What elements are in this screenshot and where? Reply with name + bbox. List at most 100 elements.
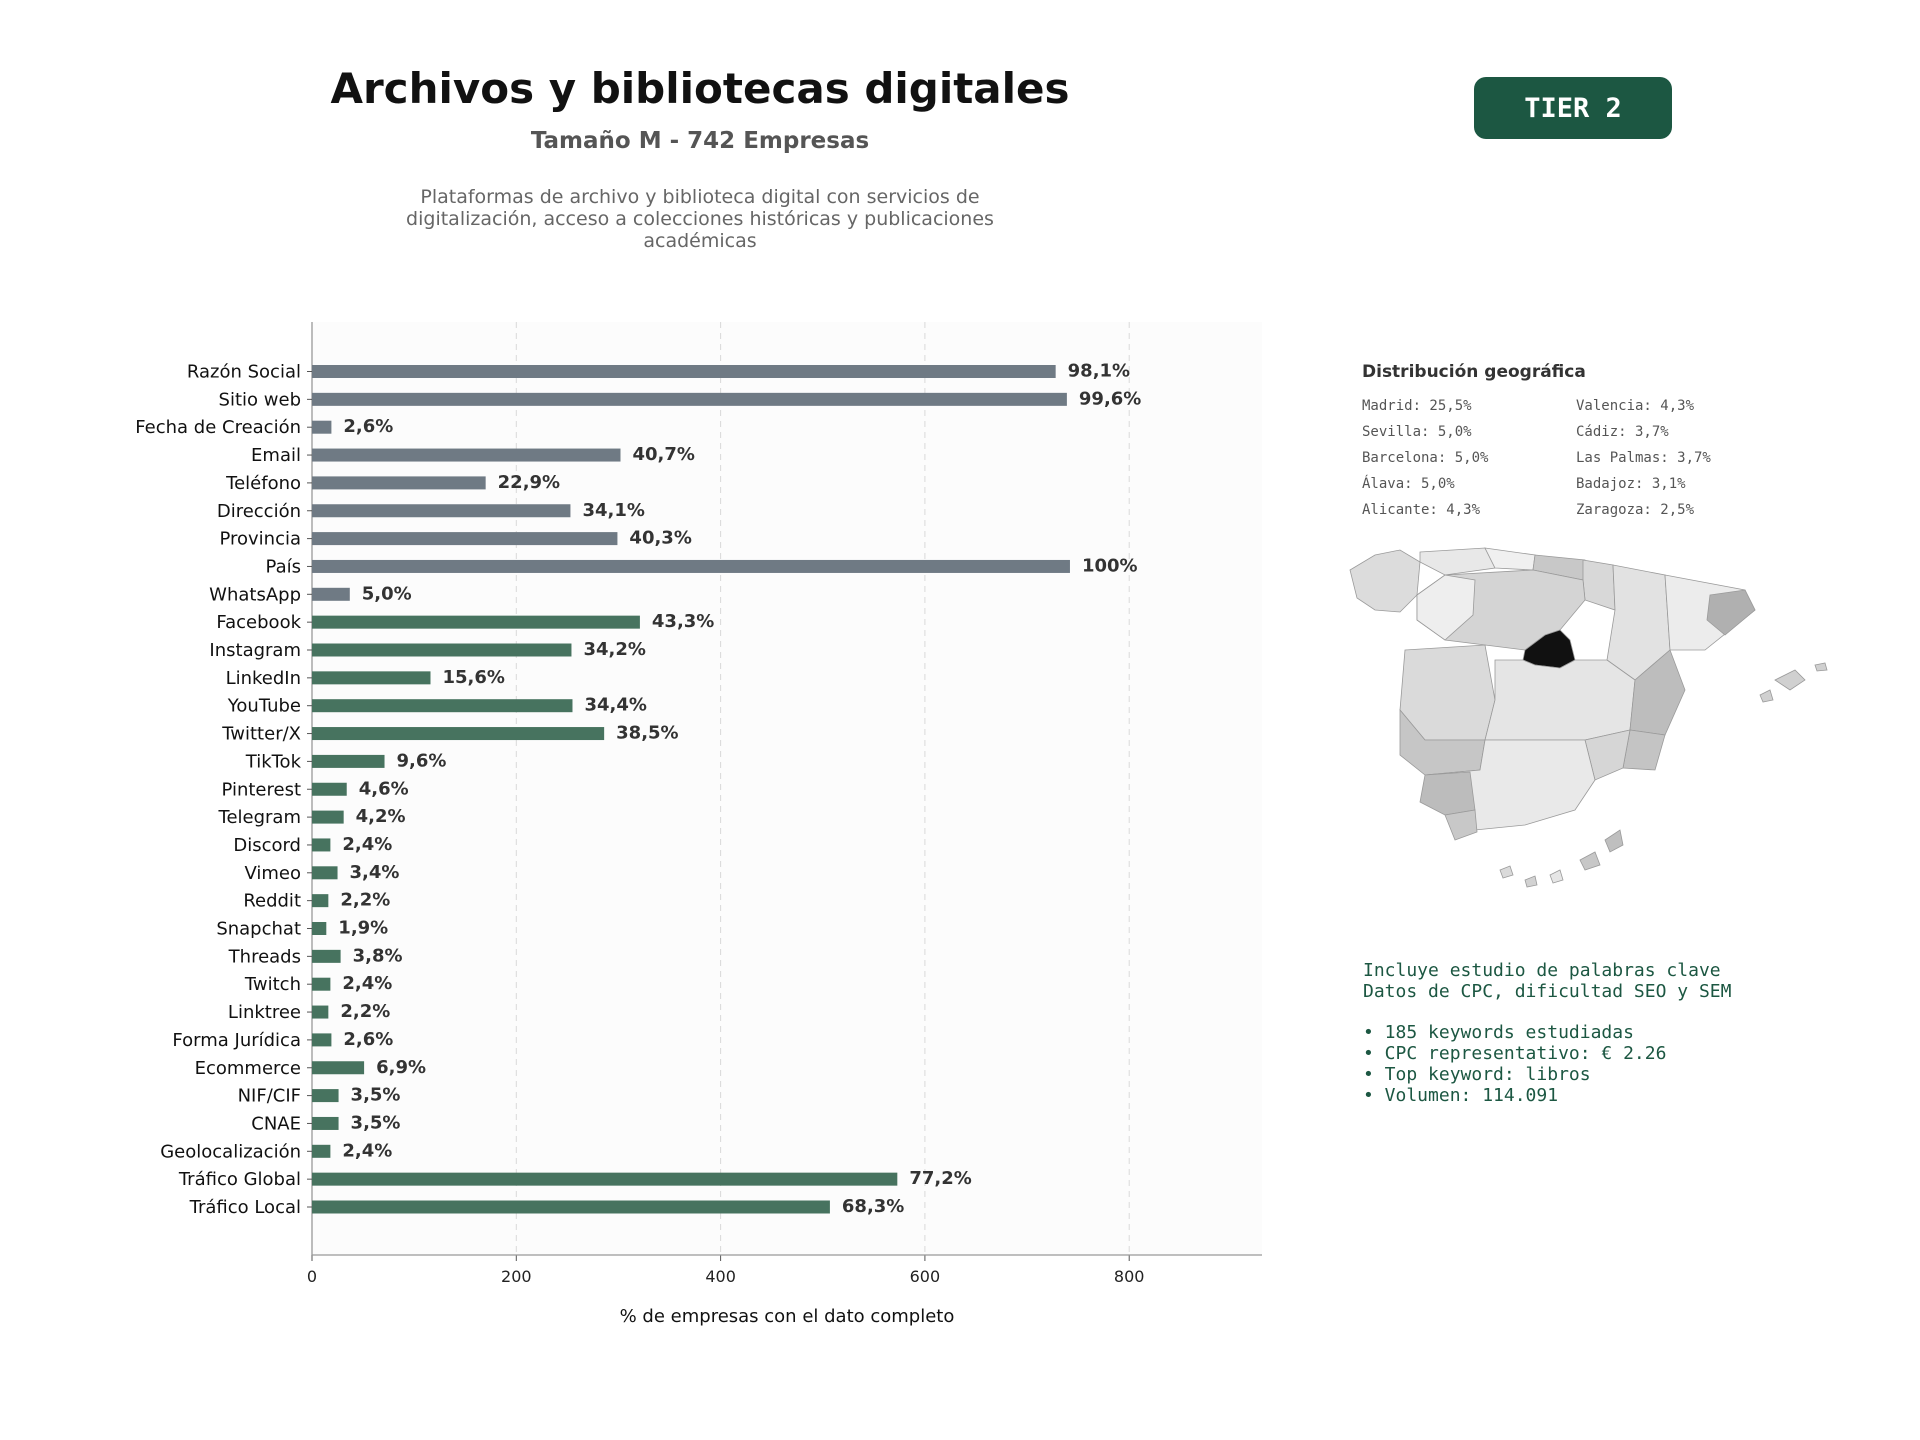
bar — [312, 699, 573, 713]
bar — [312, 1200, 830, 1214]
bar — [312, 1144, 331, 1158]
geo-item-madrid: Madrid: 25,5% — [1362, 398, 1472, 414]
value-label: 38,5% — [616, 723, 678, 744]
x-tick-label: 800 — [1114, 1267, 1145, 1286]
bar — [312, 532, 618, 546]
bar — [312, 782, 347, 796]
value-label: 22,9% — [498, 472, 560, 493]
value-label: 3,4% — [350, 862, 400, 883]
bar — [312, 365, 1056, 378]
geo-item-badajoz: Badajoz: 3,1% — [1576, 476, 1686, 492]
category-label: Razón Social — [187, 362, 301, 383]
seo-bullet-top-keyword: • Top keyword: libros — [1363, 1064, 1591, 1085]
geo-distribution-panel: Distribución geográfica Madrid: 25,5% Va… — [1362, 362, 1782, 522]
x-tick-label: 0 — [307, 1267, 317, 1286]
bar — [312, 810, 344, 824]
bar — [312, 1033, 332, 1047]
x-tick-label: 600 — [910, 1267, 941, 1286]
category-label: Telegram — [218, 807, 301, 828]
plot-background — [312, 322, 1262, 1255]
category-label: Facebook — [216, 612, 301, 633]
geo-item-barcelona: Barcelona: 5,0% — [1362, 450, 1489, 466]
value-label: 40,7% — [632, 444, 694, 465]
geo-title: Distribución geográfica — [1362, 362, 1586, 382]
bar — [312, 838, 331, 852]
geo-item-alicante: Alicante: 4,3% — [1362, 502, 1481, 518]
map-region-canarias-3 — [1549, 869, 1564, 884]
value-label: 43,3% — [652, 611, 714, 632]
x-tick-label: 200 — [501, 1267, 532, 1286]
category-label: Tráfico Local — [189, 1197, 301, 1218]
bar — [312, 1005, 329, 1019]
category-label: WhatsApp — [209, 584, 301, 605]
category-label: Discord — [233, 835, 301, 856]
bar — [312, 587, 350, 601]
page-subtitle: Tamaño M - 742 Empresas — [530, 128, 870, 154]
bar — [312, 977, 331, 991]
tier-badge: TIER 2 — [1474, 77, 1672, 139]
bar — [312, 894, 329, 908]
category-label: YouTube — [227, 696, 301, 717]
seo-info: Incluye estudio de palabras clave Datos … — [1363, 960, 1731, 1106]
category-label: Snapchat — [216, 919, 301, 940]
map-region-castilla-la-mancha — [1484, 659, 1636, 741]
map-region-canarias-5 — [1604, 829, 1624, 853]
category-label: Threads — [228, 946, 301, 967]
value-label: 77,2% — [909, 1168, 971, 1189]
category-label: TikTok — [245, 751, 302, 772]
seo-line-2: Datos de CPC, dificultad SEO y SEM — [1363, 981, 1732, 1002]
value-label: 2,4% — [342, 834, 392, 855]
category-label: País — [266, 556, 301, 577]
value-label: 2,6% — [343, 416, 393, 437]
category-label: Fecha de Creación — [135, 417, 301, 438]
spain-map-graphic — [1349, 547, 1828, 888]
category-label: Provincia — [219, 529, 301, 550]
category-label: Forma Jurídica — [172, 1030, 301, 1051]
map-region-menorca — [1814, 662, 1828, 672]
value-label: 9,6% — [397, 750, 447, 771]
value-label: 99,6% — [1079, 388, 1141, 409]
geo-item-sevilla: Sevilla: 5,0% — [1362, 424, 1472, 440]
category-label: Geolocalización — [160, 1141, 301, 1162]
seo-bullet-keywords: • 185 keywords estudiadas — [1363, 1022, 1634, 1043]
value-label: 4,6% — [359, 778, 409, 799]
category-label: LinkedIn — [226, 668, 301, 689]
value-label: 1,9% — [338, 918, 388, 939]
geo-item-valencia: Valencia: 4,3% — [1576, 398, 1695, 414]
bar — [312, 1116, 339, 1130]
page-description: Plataformas de archivo y biblioteca digi… — [406, 186, 994, 252]
map-region-canarias-4 — [1579, 851, 1601, 871]
category-label: NIF/CIF — [238, 1086, 301, 1107]
map-region-mallorca — [1759, 689, 1774, 703]
category-label: Email — [251, 445, 301, 466]
category-label: Pinterest — [221, 779, 301, 800]
bar — [312, 420, 332, 434]
category-label: CNAE — [251, 1113, 301, 1134]
geo-list: Madrid: 25,5% Valencia: 4,3% Sevilla: 5,… — [1362, 398, 1782, 522]
category-label: Linktree — [228, 1002, 301, 1023]
category-label: Teléfono — [225, 473, 301, 494]
value-label: 6,9% — [376, 1057, 426, 1078]
category-label: Ecommerce — [195, 1058, 301, 1079]
value-label: 4,2% — [356, 806, 406, 827]
category-label: Instagram — [209, 640, 301, 661]
map-region-navarra — [1582, 559, 1616, 611]
value-label: 3,5% — [351, 1085, 401, 1106]
bar — [312, 922, 327, 935]
category-label: Vimeo — [244, 863, 301, 884]
category-label: Sitio web — [219, 389, 301, 410]
bar — [312, 727, 605, 741]
page-title: Archivos y bibliotecas digitales — [330, 64, 1070, 113]
spain-map — [1345, 540, 1845, 905]
bar — [312, 476, 486, 490]
map-region-sevilla — [1419, 771, 1476, 816]
bar — [312, 1061, 365, 1075]
bar — [312, 559, 1070, 573]
value-label: 98,1% — [1068, 361, 1130, 382]
value-label: 2,2% — [340, 890, 390, 911]
map-region-asturias — [1419, 547, 1496, 576]
bar — [312, 448, 621, 462]
category-label: Dirección — [217, 501, 301, 522]
value-label: 15,6% — [442, 667, 504, 688]
